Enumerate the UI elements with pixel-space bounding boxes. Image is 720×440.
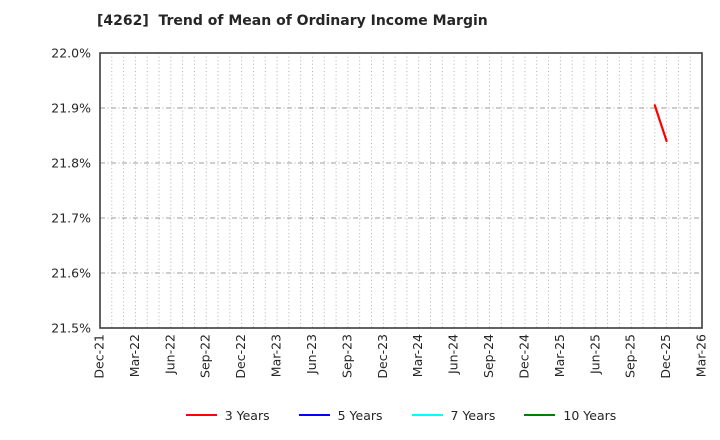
x-tick-label: Mar-25 <box>552 334 567 377</box>
x-tick-label: Jun-22 <box>162 334 177 375</box>
x-tick-label: Dec-25 <box>658 334 673 379</box>
series-line-3-years <box>653 104 668 143</box>
y-tick-label: 21.8% <box>51 155 91 170</box>
y-tick-label: 21.6% <box>51 265 91 280</box>
chart-title: [4262] Trend of Mean of Ordinary Income … <box>97 13 488 29</box>
x-tick-label: Sep-23 <box>339 334 354 378</box>
y-tick-label: 22.0% <box>51 45 91 60</box>
plot-border <box>99 52 703 329</box>
x-tick-label: Dec-21 <box>92 334 107 379</box>
x-tick-label: Mar-22 <box>127 334 142 377</box>
x-tick-label: Sep-22 <box>198 334 213 378</box>
legend-item-10-years: 10 Years <box>524 408 616 423</box>
legend-line-icon <box>411 413 443 417</box>
x-tick-label: Jun-23 <box>304 334 319 375</box>
legend-item-7-years: 7 Years <box>411 407 496 423</box>
x-tick-label: Mar-24 <box>410 334 425 377</box>
x-tick-label: Jun-25 <box>587 334 602 375</box>
legend-line-icon <box>185 413 217 417</box>
y-tick-label: 21.9% <box>51 100 91 115</box>
legend-label: 10 Years <box>563 407 617 423</box>
x-tick-label: Dec-23 <box>375 334 390 379</box>
x-tick-label: Jun-24 <box>446 334 461 375</box>
legend-line-icon <box>524 413 556 417</box>
x-tick-label: Dec-24 <box>516 334 531 379</box>
legend-item-5-years: 5 Years <box>298 407 383 423</box>
x-tick-label: Sep-24 <box>481 334 496 378</box>
x-tick-label: Mar-26 <box>694 334 709 377</box>
y-tick-label: 21.7% <box>51 210 91 225</box>
legend-label: 5 Years <box>337 407 383 423</box>
x-tick-label: Dec-22 <box>233 334 248 379</box>
legend-label: 7 Years <box>450 407 496 423</box>
legend-label: 3 Years <box>224 407 270 423</box>
x-tick-label: Sep-25 <box>623 334 638 378</box>
x-tick-label: Mar-23 <box>269 334 284 377</box>
legend-item-3-years: 3 Years <box>185 407 270 423</box>
chart-legend: 3 Years 5 Years 7 Years 10 Years <box>100 404 702 426</box>
y-tick-label: 21.5% <box>51 320 91 335</box>
legend-line-icon <box>298 413 330 417</box>
